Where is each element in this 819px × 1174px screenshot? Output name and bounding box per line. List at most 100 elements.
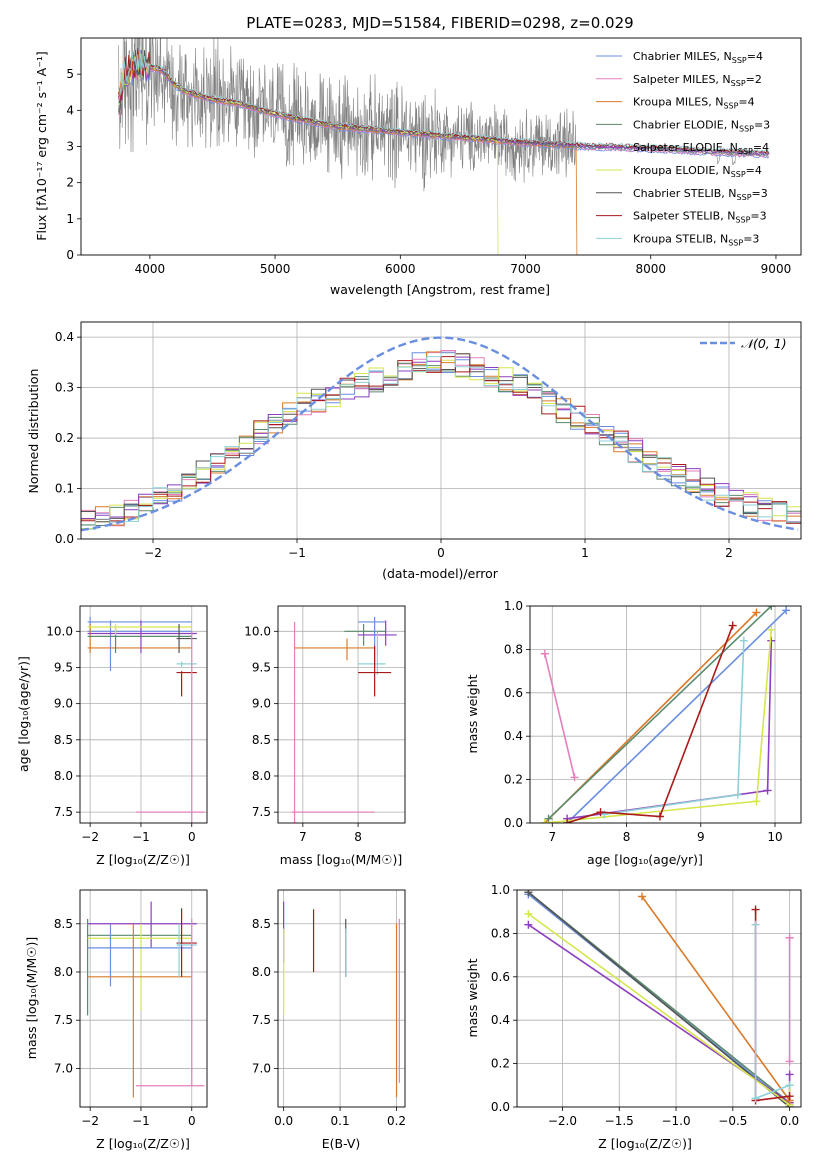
spec-xtick-label-2: 6000	[385, 262, 416, 276]
mwAge-marker-4-1	[763, 786, 772, 795]
spectrum-legend: Chabrier MILES, NSSP=4 Salpeter MILES, NS…	[596, 50, 770, 247]
mwZ-marker-8-1	[785, 933, 794, 942]
mwAge-marker-2-1	[752, 608, 761, 617]
spec-ytick-label-2: 2	[66, 176, 74, 190]
ageM-ytick-label-2: 8.5	[252, 733, 271, 747]
massE-xtick-label-1: 0.1	[331, 1114, 350, 1128]
spectrum-model-salpeter_miles	[118, 51, 769, 158]
massE-xlabel: E(B-V)	[322, 1136, 361, 1151]
spec-plot-area	[118, 38, 770, 255]
resid-xtick-label-3: 1	[581, 546, 589, 560]
mwAge-ylabel: mass weight	[465, 674, 480, 753]
spectrum-legend-label-5: Kroupa ELODIE, NSSP=4	[633, 164, 762, 179]
mwZ-ytick-label-1: 0.2	[491, 1057, 510, 1071]
mwAge-marker-5-0	[540, 819, 549, 823]
mwAge-line-0	[544, 653, 576, 778]
spec-ytick-label-5: 5	[66, 67, 74, 81]
ageM-ytick-label-4: 9.5	[252, 660, 271, 674]
massZ-frame	[79, 889, 208, 1108]
resid-ytick-label-3: 0.3	[55, 381, 74, 395]
mwAge-marker-3-1	[767, 606, 776, 610]
mwAge-ytick-label-5: 1.0	[504, 599, 523, 613]
spectrum-title: PLATE=0283, MJD=51584, FIBERID=0298, z=0…	[246, 14, 633, 32]
mwAge-marker-0-1	[570, 773, 579, 782]
mwAge-line-1	[566, 609, 787, 823]
spec-frame	[80, 37, 802, 256]
mwZ-xlabel: Z [log₁₀(Z/Z☉)]	[598, 1136, 692, 1151]
mwZ-frame	[516, 889, 802, 1108]
massZ-ytick-label-1: 7.5	[54, 1013, 73, 1027]
spectrum-legend-label-4: Salpeter ELODIE, NSSP=4	[633, 141, 769, 156]
spectrum-legend-label-3: Chabrier ELODIE, NSSP=3	[633, 118, 770, 133]
spectrum-legend-label-6: Chabrier STELIB, NSSP=3	[633, 187, 768, 202]
spectrum-legend-label-1: Salpeter MILES, NSSP=2	[633, 73, 762, 88]
mwZ-ytick-label-4: 0.8	[491, 926, 510, 940]
resid-plot-area	[81, 322, 801, 539]
massE-ytick-label-1: 7.5	[252, 1013, 271, 1027]
mwAge-line-7	[566, 625, 734, 823]
mwAge-ytick-label-2: 0.4	[504, 729, 523, 743]
ageZ-ytick-label-0: 7.5	[54, 805, 73, 819]
massE-frame	[277, 889, 406, 1108]
mwZ-marker-6-0	[751, 905, 760, 914]
ageM-ytick-label-3: 9.0	[252, 697, 271, 711]
mwZ-ytick-label-0: 0.0	[491, 1100, 510, 1114]
spec-xtick-label-1: 5000	[260, 262, 291, 276]
residual-ylabel: Normed distribution	[26, 369, 41, 494]
ageZ-ytick-label-4: 9.5	[54, 660, 73, 674]
spectrum-model-kroupa_stelib	[118, 46, 770, 153]
mwAge-ytick-label-4: 0.8	[504, 642, 523, 656]
ageM-xtick-label-0: 7	[299, 830, 307, 844]
mwAge-marker-7-2	[655, 812, 664, 821]
mwZ-marker-3-0	[524, 920, 533, 929]
massZ-plot-area	[80, 890, 207, 1107]
mwZ-line-5	[641, 896, 791, 1101]
mwAge-xtick-label-1: 8	[623, 830, 631, 844]
residual-histogram-panel: (data-model)/error Normed distribution −…	[26, 321, 802, 581]
mwAge-xtick-label-2: 9	[697, 830, 705, 844]
mass-vs-Z-panel: Z [log₁₀(Z/Z☉)] mass [log₁₀(M/M☉)] −2 −1 0…	[24, 889, 208, 1151]
mwZ-marker-7-0	[751, 920, 760, 929]
spec-ytick-label-3: 3	[66, 140, 74, 154]
mwAge-xtick-label-3: 10	[767, 830, 782, 844]
mwZ-marker-6-2	[785, 1092, 794, 1101]
resid-hist-salpeter_stelib	[81, 356, 801, 524]
age-vs-Z-panel: Z [log₁₀(Z/Z☉)] age [log₁₀(age/yr)] −2 −1…	[16, 605, 208, 867]
mwAge-ytick-label-1: 0.2	[504, 773, 523, 787]
mwZ-xtick-label-0: −2.0	[548, 1114, 577, 1128]
resid-xtick-label-2: 0	[437, 546, 445, 560]
ageM-plot-area	[278, 606, 405, 823]
spec-xtick-label-5: 9000	[761, 262, 792, 276]
resid-ytick-label-0: 0.0	[55, 532, 74, 546]
ageM-xlabel: mass [log₁₀(M/M☉)]	[280, 852, 402, 867]
mwZ-marker-3-2	[785, 1070, 794, 1079]
resid-normal-curve	[81, 336, 799, 532]
resid-legend: 𝒩(0, 1)	[700, 336, 787, 351]
mwZ-xtick-label-3: −0.5	[718, 1114, 747, 1128]
massZ-xtick-label-1: −1	[132, 1114, 150, 1128]
spec-ytick-label-0: 0	[66, 248, 74, 262]
ageZ-ytick-label-2: 8.5	[54, 733, 73, 747]
massZ-ytick-label-0: 7.0	[54, 1061, 73, 1075]
spectrum-legend-label-2: Kroupa MILES, NSSP=4	[633, 96, 755, 111]
mwAge-marker-7-0	[563, 819, 572, 823]
mwAge-marker-6-1	[733, 790, 742, 799]
spec-ytick-label-1: 1	[66, 212, 74, 226]
ageZ-xtick-label-2: 0	[188, 830, 196, 844]
spectrum-ylabel: Flux [fλ10⁻¹⁷ erg cm⁻² s⁻¹ A⁻¹]	[34, 51, 49, 240]
spectrum-panel: PLATE=0283, MJD=51584, FIBERID=0298, z=0…	[34, 14, 802, 297]
mwZ-ytick-label-2: 0.4	[491, 1013, 510, 1027]
resid-xtick-label-0: −2	[144, 546, 162, 560]
resid-frame	[80, 321, 802, 540]
spectrum-legend-label-7: Salpeter STELIB, NSSP=3	[633, 210, 767, 225]
mwAge-marker-1-1	[782, 606, 791, 615]
spec-xtick-label-4: 8000	[635, 262, 666, 276]
ageM-ytick-label-1: 8.0	[252, 769, 271, 783]
mwZ-marker-8-0	[785, 1057, 794, 1066]
mass-weight-vs-Z-panel: Z [log₁₀(Z/Z☉)] mass weight −2.0 −1.5 −1.0…	[465, 883, 802, 1151]
mwZ-marker-2-0	[524, 890, 533, 897]
mwAge-ytick-label-3: 0.6	[504, 686, 523, 700]
mwAge-marker-7-3	[728, 621, 737, 630]
mwZ-xtick-label-2: −1.0	[661, 1114, 690, 1128]
